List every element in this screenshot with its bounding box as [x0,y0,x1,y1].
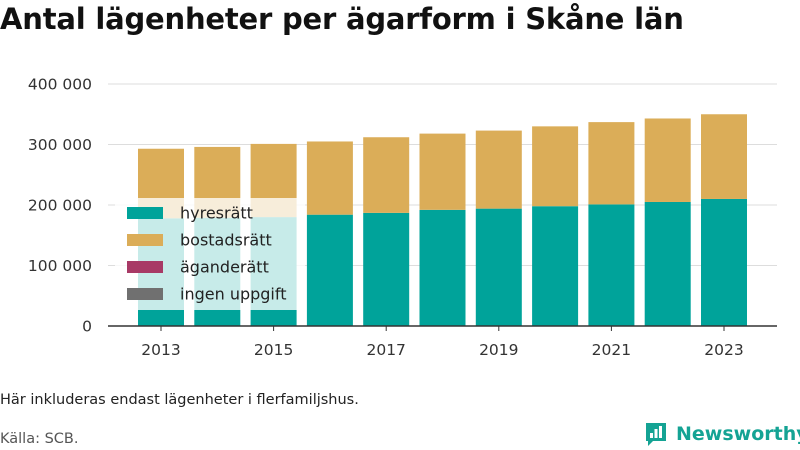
footnote: Här inkluderas endast lägenheter i flerf… [0,392,359,408]
y-tick-label: 0 [82,318,92,336]
bar-2017-bostadsrätt [363,137,410,213]
x-tick-label: 2023 [704,341,743,359]
y-tick-label: 300 000 [28,136,92,154]
legend-label: hyresrätt [180,204,253,223]
legend-label: bostadsrätt [180,231,272,250]
bar-2018-hyresrätt [419,209,466,326]
legend-swatch [127,261,163,273]
bar-2019-bostadsrätt [475,130,522,209]
legend-swatch [127,207,163,219]
source-note: Källa: SCB. [0,431,79,447]
bar-2016-hyresrätt [306,214,353,326]
legend-swatch [127,234,163,246]
bar-2016-bostadsrätt [306,141,353,215]
chart-title: Antal lägenheter per ägarform i Skåne lä… [0,2,684,36]
legend: hyresrätt bostadsrätt äganderätt ingen uppg… [115,198,305,310]
newsworthy-logo-icon [646,423,666,446]
bar-2022-bostadsrätt [644,118,691,202]
bar-2022-hyresrätt [644,201,691,326]
brand-logo[interactable]: Newsworthy [644,420,800,448]
brand-name: Newsworthy [676,423,800,445]
bar-2021-hyresrätt [588,204,635,326]
x-tick-label: 2015 [254,341,293,359]
x-tick-label: 2019 [479,341,518,359]
bar-2023-hyresrätt [701,198,747,326]
y-tick-label: 100 000 [28,257,92,275]
bar-2020-bostadsrätt [532,126,579,207]
bar-2018-bostadsrätt [419,133,466,210]
stacked-bar-chart: 0 100 000 200 000 300 000 400 000 2013 2015 201… [28,76,777,359]
bar-2019-hyresrätt [475,208,522,326]
legend-label: äganderätt [180,258,269,277]
axes: 0 100 000 200 000 300 000 400 000 2013 2015 201… [28,76,777,359]
x-tick-label: 2013 [141,341,180,359]
bar-2023-bostadsrätt [701,114,747,199]
bar-2017-hyresrätt [363,212,410,326]
y-tick-label: 200 000 [28,197,92,215]
bar-2021-bostadsrätt [588,122,635,205]
x-tick-label: 2021 [592,341,631,359]
legend-label: ingen uppgift [180,285,287,304]
legend-swatch [127,288,163,300]
y-tick-label: 400 000 [28,76,92,94]
x-tick-label: 2017 [366,341,405,359]
bar-2020-hyresrätt [532,206,579,326]
